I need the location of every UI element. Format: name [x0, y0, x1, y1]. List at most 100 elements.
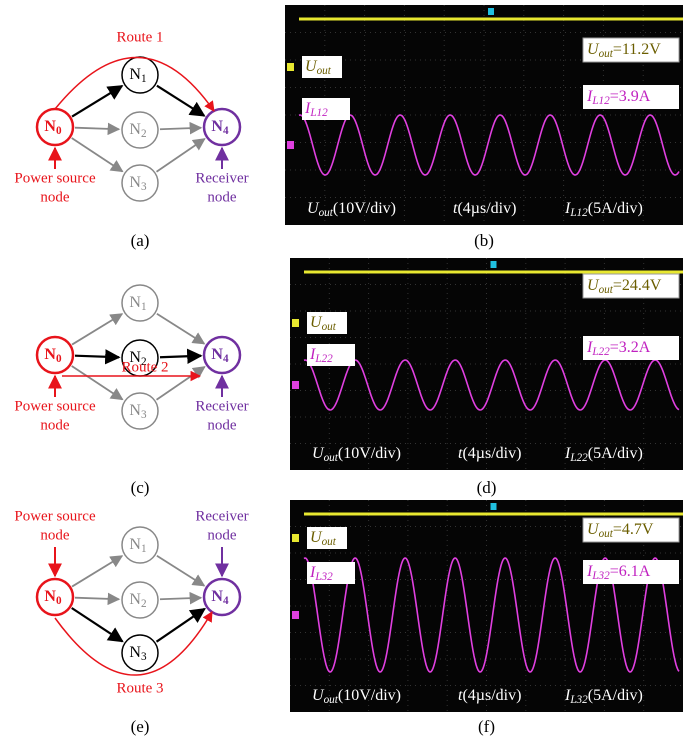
- edge: [75, 128, 119, 130]
- subscript: 4: [223, 125, 229, 137]
- main-text: N: [211, 588, 223, 605]
- subscript: out: [319, 207, 334, 219]
- subscript: 0: [56, 125, 62, 137]
- subscript: out: [317, 65, 332, 77]
- value-text: =3.9A: [610, 88, 651, 105]
- subscript: 4: [223, 595, 229, 607]
- subscript: out: [599, 284, 614, 296]
- edge: [72, 86, 122, 117]
- ch2-marker: [287, 63, 294, 71]
- subscript: out: [322, 536, 337, 548]
- edge: [160, 128, 201, 130]
- ch1-marker: [287, 141, 294, 149]
- ch1-marker: [292, 381, 299, 389]
- ch2-marker: [292, 319, 299, 327]
- trigger-marker: [491, 503, 497, 510]
- edge: [157, 556, 204, 586]
- route-label: Route 2: [121, 359, 168, 375]
- receiver-label: Receiver: [195, 398, 248, 414]
- subscript: 1: [141, 543, 147, 555]
- panel-label: (c): [131, 478, 150, 497]
- source-label: node: [40, 417, 70, 433]
- subscript: L22: [314, 353, 333, 365]
- subscript: L32: [591, 570, 610, 582]
- edge: [72, 314, 122, 345]
- panel-label: (e): [131, 717, 150, 736]
- subscript: out: [599, 528, 614, 540]
- value-text: =24.4V: [613, 277, 662, 294]
- panel-label: (d): [477, 478, 497, 497]
- main-text: N: [129, 174, 141, 191]
- main-text: N: [129, 66, 141, 83]
- value-text: (10V/div): [338, 445, 401, 462]
- edge: [75, 598, 119, 600]
- receiver-label: Receiver: [195, 170, 248, 186]
- edge: [72, 366, 123, 399]
- source-label: node: [40, 189, 70, 205]
- edge: [160, 356, 201, 358]
- figure: N0N1N2N3N4Route 1Power sourceReceivernod…: [0, 0, 698, 740]
- main-text: N: [44, 588, 56, 605]
- edge: [75, 356, 119, 358]
- main-text: N: [129, 644, 141, 661]
- value-text: (5A/div): [588, 445, 643, 462]
- receiver-label: node: [207, 527, 237, 543]
- panel-label: (f): [478, 717, 495, 736]
- edge: [72, 138, 123, 171]
- source-label: Power source: [14, 508, 96, 524]
- subscript: out: [324, 694, 339, 706]
- edge: [157, 314, 204, 344]
- subscript: 1: [141, 301, 147, 313]
- readout: Uout=11.2V: [587, 41, 661, 60]
- value-text: (4µs/div): [462, 687, 521, 704]
- subscript: 2: [141, 598, 147, 610]
- subscript: 4: [223, 353, 229, 365]
- value-text: (5A/div): [588, 687, 643, 704]
- subscript: 1: [141, 73, 147, 85]
- main-text: N: [211, 346, 223, 363]
- value-text: =4.7V: [613, 521, 654, 538]
- value-text: =6.1A: [610, 563, 651, 580]
- subscript: out: [322, 321, 337, 333]
- subscript: 2: [141, 128, 147, 140]
- trigger-marker: [491, 261, 497, 268]
- edge: [157, 609, 205, 642]
- subscript: L22: [591, 346, 610, 358]
- main-text: N: [129, 591, 141, 608]
- edge: [157, 139, 205, 172]
- edge: [72, 556, 122, 587]
- subscript: L32: [569, 694, 588, 706]
- subscript: out: [324, 452, 339, 464]
- receiver-label: Receiver: [195, 508, 248, 524]
- subscript: 3: [141, 651, 147, 663]
- subscript: L12: [569, 207, 588, 219]
- value-text: (5A/div): [588, 200, 643, 217]
- route-label: Route 3: [116, 680, 163, 696]
- panel-label: (b): [474, 231, 494, 250]
- source-label: Power source: [14, 170, 96, 186]
- subscript: 0: [56, 353, 62, 365]
- main-text: N: [211, 118, 223, 135]
- value-text: (4µs/div): [457, 200, 516, 217]
- value-text: =11.2V: [613, 41, 661, 58]
- subscript: L12: [591, 95, 610, 107]
- ch1-marker: [292, 611, 299, 619]
- main-text: N: [129, 536, 141, 553]
- subscript: L12: [309, 107, 328, 119]
- source-label: node: [40, 527, 70, 543]
- trigger-marker: [488, 8, 494, 15]
- subscript: 3: [141, 181, 147, 193]
- main-text: N: [129, 402, 141, 419]
- receiver-label: node: [207, 189, 237, 205]
- scale-label: t(4µs/div): [458, 445, 521, 462]
- ch2-marker: [292, 534, 299, 542]
- source-label: Power source: [14, 398, 96, 414]
- main-text: N: [44, 118, 56, 135]
- subscript: L22: [569, 452, 588, 464]
- receiver-label: node: [207, 417, 237, 433]
- readout: Uout=4.7V: [587, 521, 654, 540]
- edge: [72, 608, 123, 641]
- scale-label: t(4µs/div): [453, 200, 516, 217]
- panel-label: (a): [131, 231, 150, 250]
- readout: Uout=24.4V: [587, 277, 662, 296]
